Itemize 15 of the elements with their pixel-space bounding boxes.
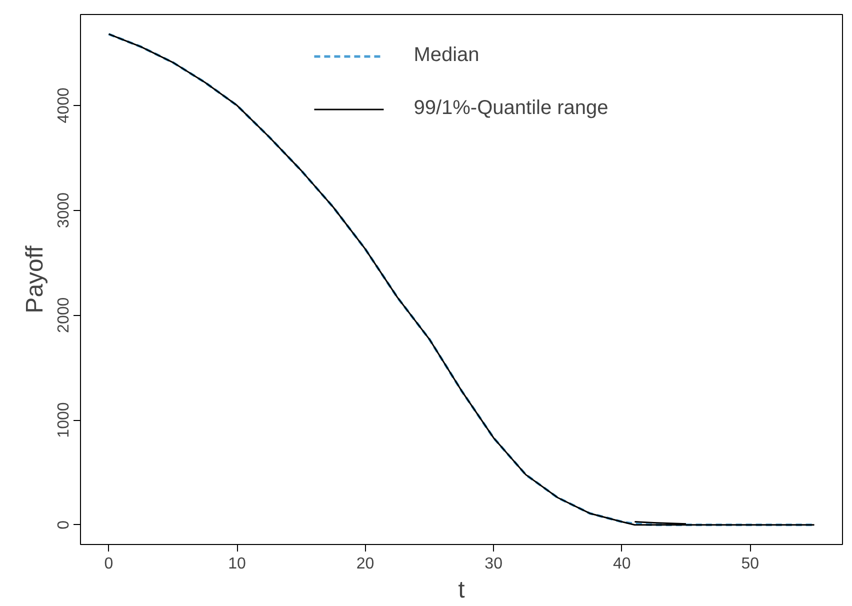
y-tick-label: 3000 bbox=[56, 192, 72, 228]
y-tick-label: 4000 bbox=[56, 88, 72, 124]
x-axis-title: t bbox=[458, 576, 466, 604]
x-tick-label: 10 bbox=[228, 556, 246, 572]
x-tick-label: 40 bbox=[612, 556, 631, 572]
legend-label: 99/1%-Quantile range bbox=[414, 97, 608, 120]
x-tick-label: 0 bbox=[104, 556, 114, 572]
x-tick-label: 50 bbox=[741, 556, 760, 572]
y-tick-label: 2000 bbox=[56, 297, 72, 333]
y-axis-title: Payoff bbox=[22, 245, 48, 314]
y-tick-label: 0 bbox=[56, 520, 72, 530]
x-tick-label: 20 bbox=[356, 556, 374, 572]
y-tick-label: 1000 bbox=[56, 402, 72, 438]
legend-label: Median bbox=[414, 44, 480, 67]
x-tick-label: 30 bbox=[484, 556, 503, 572]
